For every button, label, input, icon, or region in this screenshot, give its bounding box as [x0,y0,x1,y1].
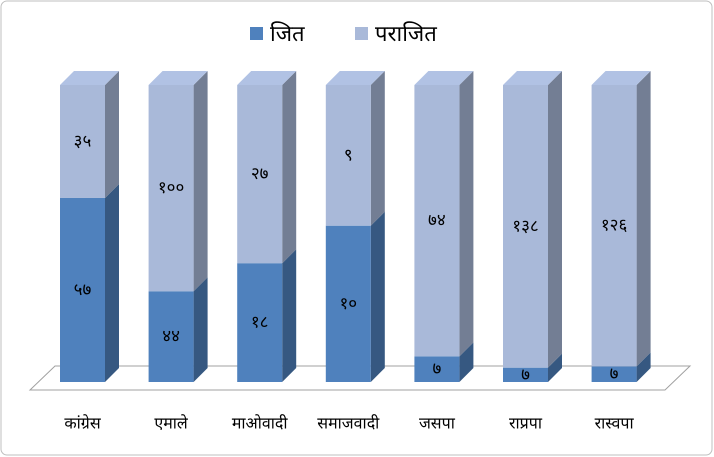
bar-side [370,71,385,226]
value-label: ५७ [74,280,92,300]
value-label: २७ [251,164,269,184]
bar-top [237,71,297,85]
bar [148,291,194,382]
bar-top [591,71,651,85]
value-label: ७४ [428,211,446,231]
bar-top [325,71,385,85]
bar [148,85,194,292]
value-label: ४४ [162,327,180,347]
bar-top [414,71,474,85]
legend-swatch [250,27,263,40]
x-tick-label: रास्वपा [595,414,635,433]
bar-side [459,342,474,382]
bar-side [282,71,297,264]
x-tick-label: कांग्रेस [64,414,101,433]
value-label: ७ [432,359,441,379]
bar-top [148,71,208,85]
bar-side [105,71,119,198]
bar-side [282,249,297,382]
x-tick-label: माओवादी [232,414,289,433]
bar [503,85,548,368]
bar-top [60,71,119,85]
bar [237,85,283,264]
bar [503,367,548,382]
bar [325,85,371,226]
legend-swatch [355,27,368,40]
x-tick-label: समाजवादी [317,414,380,433]
bar-side [193,277,208,382]
bar-side [548,71,562,368]
x-tick-label: जसपा [419,414,456,433]
bar-side [370,211,385,382]
bar-side [636,71,651,367]
bar-side [636,352,651,382]
bar-side [459,71,474,357]
bar [414,85,460,357]
value-label: १३८ [512,216,539,236]
value-label: ७ [521,365,530,385]
value-label: १० [339,294,357,314]
x-tick-label: राप्रपा [509,414,543,433]
bar [60,85,105,198]
bar [60,197,105,382]
value-label: ३५ [74,131,92,151]
bar [414,356,460,382]
bar [325,225,371,382]
value-label: १८ [251,313,269,333]
legend-label: पराजित [375,21,437,47]
value-label: ७ [610,364,619,384]
bar [591,85,637,367]
value-label: १२६ [601,216,628,236]
bar-side [548,353,562,382]
bar [237,263,283,382]
bar [591,366,637,382]
bar-side [193,71,208,292]
x-tick-label: एमाले [154,414,189,433]
bar-top [503,71,562,85]
value-label: १०० [158,178,185,198]
bar-side [105,183,119,382]
legend-label: जित [270,21,305,47]
value-label: ९ [344,145,353,165]
